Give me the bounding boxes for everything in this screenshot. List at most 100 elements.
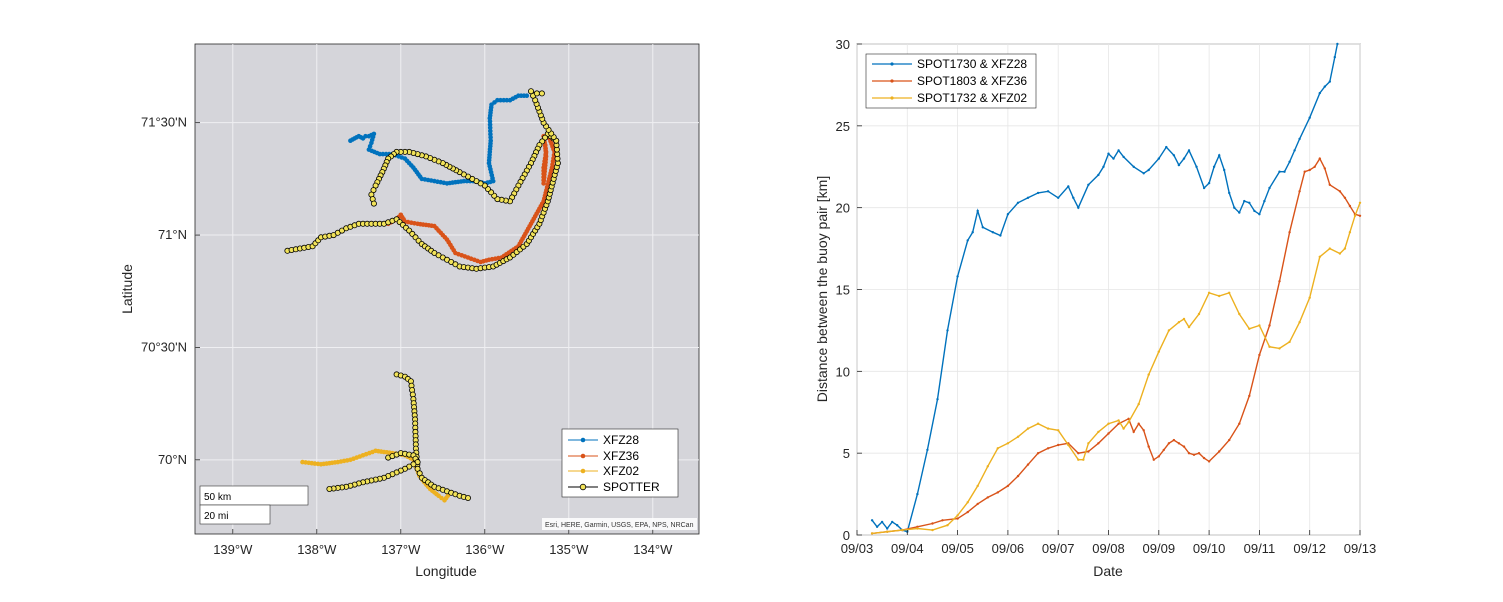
- chart-y-ticks: 0 5 10 15 20 25 30: [836, 37, 862, 543]
- series-point-1: [1026, 463, 1030, 466]
- series-point-2: [1197, 312, 1201, 316]
- series-point-2: [1338, 252, 1342, 255]
- chart-x-tick-label: 09/03: [841, 541, 874, 556]
- series-point-2: [1228, 291, 1231, 294]
- series-point-1: [1117, 422, 1120, 425]
- series-point-2: [966, 501, 969, 504]
- series-point-0: [1238, 211, 1241, 214]
- track-xfz28-point: [464, 178, 470, 184]
- series-point-0: [1318, 91, 1322, 95]
- series-point-1: [1137, 422, 1140, 425]
- series-point-1: [1348, 204, 1352, 208]
- map-tracks: [284, 88, 561, 503]
- series-point-0: [870, 519, 874, 522]
- chart-x-ticks: 09/03 09/04 09/05 09/06 09/07 09/08 09/09 09/10…: [841, 530, 1377, 556]
- series-point-0: [1142, 172, 1145, 175]
- series-point-1: [1328, 183, 1332, 186]
- series-point-0: [1132, 165, 1135, 168]
- series-point-2: [1026, 427, 1030, 430]
- series-point-0: [1333, 55, 1337, 59]
- series-point-0: [966, 239, 969, 242]
- series-point-0: [1328, 80, 1332, 83]
- series-point-2: [931, 528, 934, 532]
- map-legend: XFZ28 XFZ36 XFZ02 SPOTTER: [561, 428, 679, 498]
- chart-x-tick-label: 09/09: [1143, 541, 1176, 556]
- track-spotter-north-point: [370, 200, 377, 207]
- map-x-ticks: 139°W 138°W 137°W 136°W 135°W 134°W: [213, 529, 673, 557]
- series-point-0: [1298, 137, 1301, 141]
- series-point-0: [1323, 85, 1327, 88]
- chart-series: [870, 42, 1362, 535]
- series-point-1: [1207, 460, 1211, 463]
- series-point-1: [1338, 190, 1342, 193]
- track-xfz28-point: [488, 131, 493, 137]
- series-point-0: [1268, 186, 1271, 190]
- series-point-1: [1036, 452, 1040, 455]
- track-spotter-n-tail-point: [538, 90, 545, 97]
- map-x-tick-label: 138°W: [297, 542, 337, 557]
- track-xfz28-point: [504, 97, 510, 103]
- series-point-1: [1308, 168, 1311, 172]
- series-point-1: [1187, 452, 1191, 455]
- series-point-0: [971, 231, 974, 234]
- chart-y-tick-label: 5: [843, 446, 850, 461]
- series-point-0: [1112, 157, 1115, 160]
- series-point-1: [1167, 442, 1171, 445]
- series-point-0: [1248, 201, 1251, 204]
- series-point-0: [956, 275, 959, 278]
- series-point-1: [1162, 448, 1166, 452]
- series-point-2: [956, 514, 959, 517]
- series-point-1: [956, 517, 959, 520]
- series-point-0: [891, 520, 894, 524]
- series-point-0: [1102, 165, 1105, 168]
- series-point-0: [1283, 170, 1286, 173]
- series-point-0: [1036, 191, 1040, 195]
- chart-x-tick-label: 09/06: [992, 541, 1025, 556]
- scale-bar: 50 km 20 mi: [199, 485, 309, 525]
- series-point-1: [966, 510, 969, 514]
- series-point-2: [870, 532, 874, 535]
- distance-chart: 09/03 09/04 09/05 09/06 09/07 09/08 09/09 09/10…: [814, 37, 1376, 579]
- series-point-1: [1298, 190, 1301, 193]
- legend-label-xfz02: XFZ02: [603, 464, 639, 478]
- series-point-1: [1202, 456, 1206, 460]
- series-point-0: [1177, 163, 1181, 167]
- series-point-2: [1238, 312, 1241, 316]
- series-point-1: [1218, 450, 1221, 453]
- series-point-0: [1122, 155, 1125, 159]
- map-panel: 139°W 138°W 137°W 136°W 135°W 134°W 71°30'N71…: [119, 43, 700, 579]
- series-point-1: [1147, 445, 1150, 448]
- chart-y-tick-label: 0: [843, 528, 850, 543]
- series-point-1: [1248, 394, 1251, 398]
- series-point-0: [1233, 206, 1236, 209]
- series-point-2: [1177, 321, 1181, 324]
- chart-y-tick-label: 20: [836, 201, 850, 216]
- series-point-2: [1268, 345, 1271, 348]
- series-point-1: [1177, 442, 1181, 445]
- series-point-2: [1097, 430, 1100, 434]
- series-point-1: [1172, 438, 1176, 442]
- series-point-2: [1147, 373, 1150, 376]
- series-point-2: [1348, 231, 1352, 234]
- track-xfz28-point: [488, 138, 494, 143]
- legend-label-spot1803: SPOT1803 & XFZ36: [917, 74, 1027, 88]
- series-point-1: [916, 525, 919, 528]
- series-point-2: [1046, 427, 1050, 430]
- series-point-0: [1172, 154, 1176, 157]
- series-point-2: [1187, 325, 1191, 329]
- legend-entry-spot1803: SPOT1803 & XFZ36: [872, 74, 1027, 88]
- chart-x-tick-label: 09/11: [1244, 541, 1276, 556]
- series-point-1: [1303, 170, 1306, 173]
- series-point-0: [1026, 196, 1030, 199]
- track-spotter-n-tail-point: [528, 88, 535, 95]
- series-point-2: [916, 527, 919, 530]
- series-point-2: [1308, 296, 1311, 299]
- series-point-1: [941, 519, 944, 522]
- track-spotter-n-tail: [528, 88, 560, 144]
- chart-x-tick-label: 09/13: [1344, 541, 1377, 556]
- chart-x-label: Date: [1093, 563, 1123, 579]
- series-point-0: [1046, 190, 1050, 193]
- series-point-2: [1137, 402, 1140, 406]
- series-point-0: [1057, 196, 1060, 199]
